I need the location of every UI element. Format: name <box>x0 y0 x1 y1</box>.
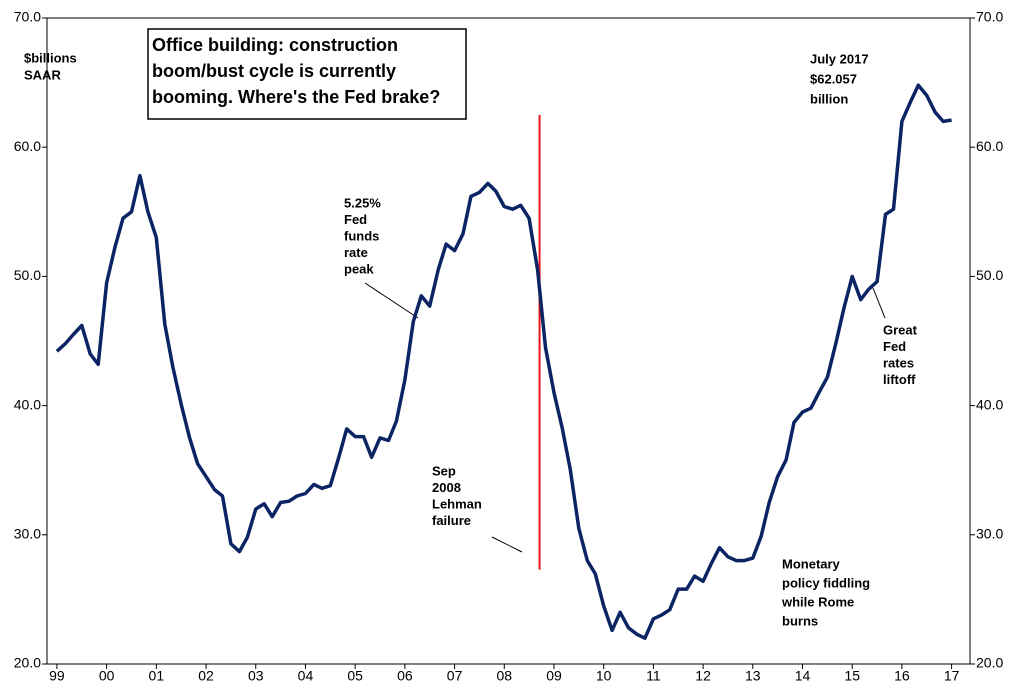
x-tick-label: 05 <box>347 668 363 684</box>
annotation: burns <box>782 613 818 628</box>
pointer <box>364 282 419 319</box>
pointer <box>872 287 886 319</box>
x-tick-label: 10 <box>596 668 612 684</box>
x-tick-label: 04 <box>298 668 314 684</box>
y2-tick-label: 60.0 <box>976 138 1003 154</box>
x-tick-label: 11 <box>646 668 661 684</box>
annotation: while Rome <box>781 594 854 609</box>
data-line <box>55 83 952 640</box>
annotation: Lehman <box>432 496 482 511</box>
x-tick-label: 99 <box>49 668 65 684</box>
annotation: $62.057 <box>810 71 857 86</box>
x-tick-label: 00 <box>99 668 115 684</box>
y-axis-label: $billions <box>24 50 77 65</box>
x-tick-label: 17 <box>944 668 960 684</box>
annotation: Sep <box>432 463 456 478</box>
x-tick-label: 16 <box>894 668 910 684</box>
x-tick-label: 09 <box>546 668 562 684</box>
y-tick-label: 20.0 <box>14 655 41 671</box>
y2-tick-label: 40.0 <box>976 396 1003 412</box>
y2-tick-label: 20.0 <box>976 655 1003 671</box>
y-tick-label: 30.0 <box>14 526 41 542</box>
x-tick-label: 01 <box>149 668 165 684</box>
title-box <box>147 28 467 120</box>
chart-title: boom/bust cycle is currently <box>152 61 396 81</box>
y-axis-label: SAAR <box>24 67 61 82</box>
chart-title: booming. Where's the Fed brake? <box>152 87 440 107</box>
annotation: 2008 <box>432 480 461 495</box>
annotation: policy fiddling <box>782 575 870 590</box>
x-tick-label: 06 <box>397 668 413 684</box>
annotation: Fed <box>883 339 906 354</box>
annotation: liftoff <box>883 372 916 387</box>
plot-frame <box>46 17 971 665</box>
annotation: billion <box>810 91 848 106</box>
y-tick-label: 60.0 <box>14 138 41 154</box>
y-tick-label: 70.0 <box>14 9 41 25</box>
chart-title: Office building: construction <box>152 35 398 55</box>
annotation: peak <box>344 261 374 276</box>
y-tick-label: 50.0 <box>14 267 41 283</box>
x-tick-label: 07 <box>447 668 463 684</box>
annotation: rates <box>883 355 914 370</box>
annotation: funds <box>344 228 379 243</box>
x-tick-label: 08 <box>496 668 512 684</box>
annotation: Great <box>883 322 918 337</box>
x-tick-label: 12 <box>695 668 711 684</box>
y2-tick-label: 50.0 <box>976 267 1003 283</box>
annotation: rate <box>344 245 368 260</box>
x-tick-label: 02 <box>198 668 214 684</box>
x-tick-label: 15 <box>844 668 860 684</box>
x-tick-label: 03 <box>248 668 264 684</box>
y2-tick-label: 30.0 <box>976 526 1003 542</box>
annotation: 5.25% <box>344 195 381 210</box>
y2-tick-label: 70.0 <box>976 9 1003 25</box>
pointer <box>491 536 523 553</box>
x-tick-label: 14 <box>795 668 811 684</box>
annotation: failure <box>432 513 471 528</box>
annotation: Fed <box>344 212 367 227</box>
annotation: Monetary <box>782 556 841 571</box>
x-tick-label: 13 <box>745 668 761 684</box>
y-tick-label: 40.0 <box>14 396 41 412</box>
annotation: July 2017 <box>810 51 869 66</box>
